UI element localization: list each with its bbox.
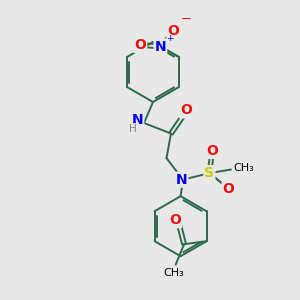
Text: −: − (181, 14, 192, 26)
Text: N: N (176, 173, 187, 187)
Text: O: O (169, 213, 181, 227)
Text: CH₃: CH₃ (233, 163, 254, 173)
Text: O: O (223, 182, 235, 196)
Text: +: + (167, 34, 174, 43)
Text: O: O (206, 144, 218, 158)
Text: N: N (154, 40, 166, 53)
Text: N: N (132, 113, 143, 127)
Text: O: O (134, 38, 146, 52)
Text: S: S (204, 166, 214, 180)
Text: O: O (167, 24, 179, 38)
Text: H: H (129, 124, 136, 134)
Text: CH₃: CH₃ (164, 268, 184, 278)
Text: O: O (180, 103, 192, 117)
